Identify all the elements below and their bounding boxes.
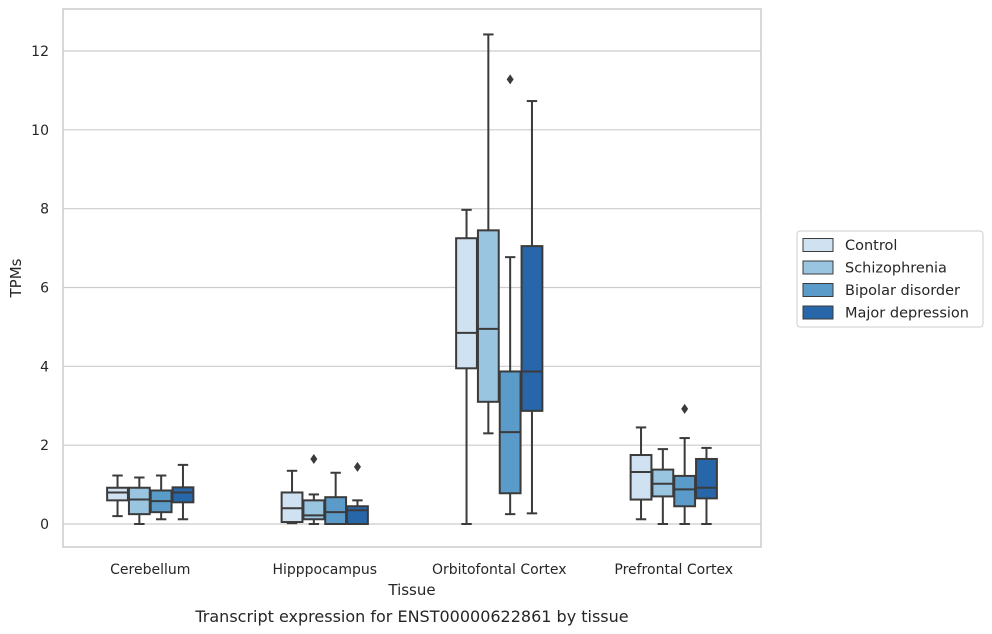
box-cerebellum-major-depression [171, 463, 195, 521]
legend-swatch-bipolar-disorder [802, 283, 834, 297]
plot-area-frame [62, 8, 762, 548]
x-tick-label-2: Orbitofontal Cortex [432, 562, 567, 578]
box-iqr-hipppocampus-major-depression [346, 505, 369, 526]
box-iqr-orbitofontal-cortex-control [455, 237, 478, 370]
x-axis-title: Tissue [387, 581, 435, 599]
y-tick-label-5: 10 [31, 123, 49, 139]
boxes-layer [106, 33, 718, 526]
box-iqr-orbitofontal-cortex-major-depression [520, 245, 544, 412]
box-hipppocampus-schizophrenia [302, 453, 326, 525]
box-orbitofontal-cortex-schizophrenia [476, 33, 500, 435]
box-hipppocampus-major-depression [346, 461, 369, 526]
box-iqr-orbitofontal-cortex-schizophrenia [476, 229, 500, 403]
legend-label-bipolar-disorder: Bipolar disorder [845, 283, 960, 299]
box-cerebellum-schizophrenia [127, 476, 151, 525]
box-prefrontal-cortex-schizophrenia [651, 448, 675, 525]
box-iqr-cerebellum-major-depression [171, 486, 195, 504]
box-prefrontal-cortex-bipolar-disorder [673, 403, 697, 525]
box-orbitofontal-cortex-bipolar-disorder [498, 74, 522, 516]
box-iqr-prefrontal-cortex-major-depression [695, 457, 718, 500]
grid-layer [63, 50, 761, 525]
x-tick-label-0: Cerebellum [110, 562, 190, 578]
x-tick-labels: Cerebellum Hipppocampus Orbitofontal Corte… [110, 562, 733, 578]
y-tick-label-6: 12 [31, 44, 49, 60]
y-axis-title: TPMs [7, 258, 25, 298]
box-iqr-cerebellum-control [106, 486, 129, 502]
box-iqr-cerebellum-schizophrenia [127, 486, 151, 516]
y-tick-label-1: 2 [40, 438, 49, 454]
outlier-hipppocampus-major-depression-0 [353, 461, 361, 472]
box-cerebellum-bipolar-disorder [149, 474, 173, 521]
y-tick-labels: 0 2 4 6 8 10 12 [31, 44, 49, 533]
x-tick-label-3: Prefrontal Cortex [614, 562, 733, 578]
box-iqr-hipppocampus-bipolar-disorder [324, 496, 348, 525]
box-iqr-prefrontal-cortex-control [629, 454, 653, 501]
box-orbitofontal-cortex-control [455, 208, 478, 525]
outlier-orbitofontal-cortex-bipolar-disorder-0 [506, 74, 514, 85]
y-tick-label-3: 6 [40, 281, 49, 297]
outlier-prefrontal-cortex-bipolar-disorder-0 [681, 403, 689, 414]
box-orbitofontal-cortex-major-depression [520, 100, 544, 515]
y-tick-label-0: 0 [40, 517, 49, 533]
y-tick-label-2: 4 [40, 359, 49, 375]
legend-swatch-major-depression [802, 305, 834, 320]
x-tick-label-1: Hipppocampus [272, 562, 377, 578]
box-cerebellum-control [106, 474, 129, 518]
box-iqr-prefrontal-cortex-bipolar-disorder [673, 474, 697, 508]
chart-caption: Transcript expression for ENST0000062286… [194, 607, 628, 626]
box-prefrontal-cortex-major-depression [695, 446, 718, 525]
legend-label-control: Control [845, 238, 897, 254]
legend-label-schizophrenia: Schizophrenia [845, 261, 947, 277]
legend-frame [796, 230, 984, 328]
legend-swatch-schizophrenia [802, 260, 834, 275]
box-iqr-hipppocampus-schizophrenia [302, 499, 326, 521]
legend: Control Schizophrenia Bipolar disorder Majo… [796, 230, 984, 328]
legend-swatch-control [802, 238, 834, 252]
legend-label-major-depression: Major depression [845, 306, 969, 322]
outlier-hipppocampus-schizophrenia-0 [310, 453, 318, 464]
y-tick-label-4: 8 [40, 202, 49, 218]
